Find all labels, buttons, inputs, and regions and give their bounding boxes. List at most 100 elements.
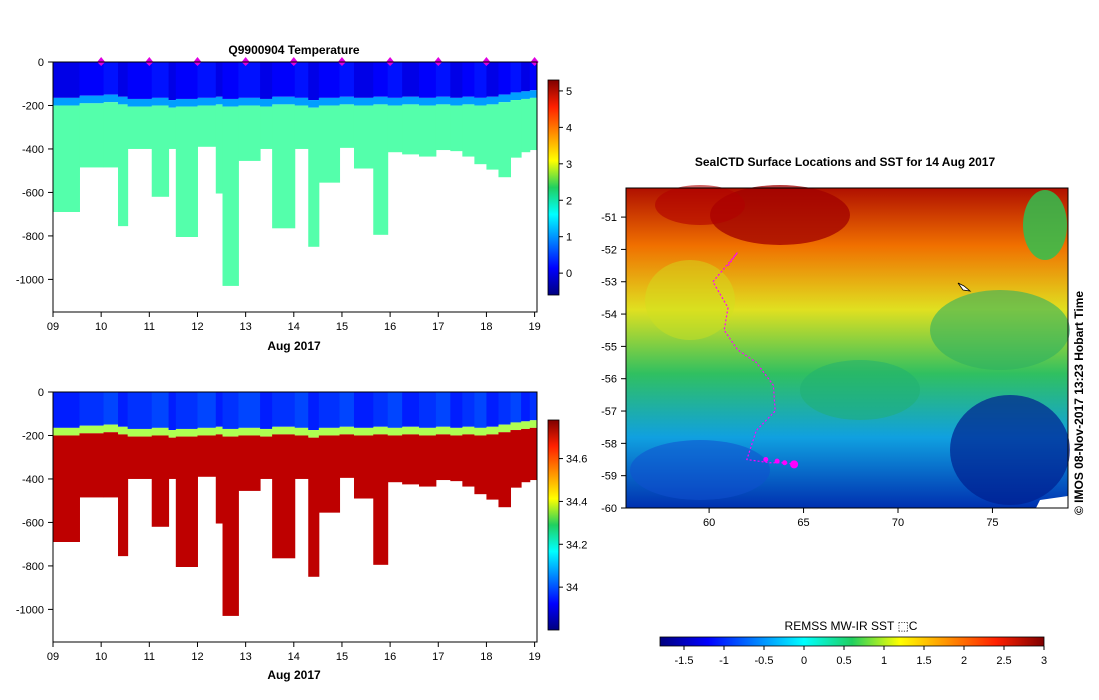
cell-mixed-layer: [103, 62, 119, 95]
cell-deep: [387, 435, 403, 483]
cell-thermocline: [238, 427, 261, 436]
colorbar-tick-label: 2.5: [996, 655, 1011, 667]
cell-deep: [103, 102, 119, 168]
colorbar: [547, 79, 560, 296]
cell-thermocline: [260, 98, 273, 107]
cell-mixed-layer: [197, 62, 217, 98]
cell-deep: [498, 432, 512, 508]
cell-mixed-layer: [151, 392, 170, 428]
cell-deep: [215, 434, 224, 524]
cell-mixed-layer: [197, 392, 217, 428]
x-axis-label: Aug 2017: [267, 339, 321, 353]
y-tick-label: -52: [601, 244, 617, 256]
cell-mixed-layer: [222, 392, 239, 429]
x-tick-label: 13: [240, 321, 252, 333]
cell-deep: [151, 105, 170, 197]
cell-deep: [238, 105, 261, 161]
cold-patch: [950, 395, 1070, 505]
cell-deep: [272, 434, 296, 559]
cell-mixed-layer: [294, 62, 309, 98]
cell-deep: [353, 435, 374, 499]
x-tick-label: 17: [432, 321, 444, 333]
cell-mixed-layer: [486, 392, 499, 427]
cell-mixed-layer: [127, 62, 153, 99]
cell-thermocline: [529, 90, 538, 98]
cell-mixed-layer: [318, 392, 341, 428]
axes: 09 10 11 12 13 14 15 16 17 18 19 0 -200 -400 -600 -800 -…: [16, 57, 541, 333]
cell-thermocline: [486, 426, 499, 435]
cell-deep: [222, 106, 239, 286]
cell-thermocline: [435, 96, 451, 105]
seal-track: [712, 252, 799, 469]
cell-mixed-layer: [272, 392, 296, 427]
x-tick-label: 14: [288, 651, 300, 663]
cell-mixed-layer: [151, 62, 170, 98]
cell-deep: [521, 428, 531, 483]
cell-deep: [486, 434, 499, 500]
sst-map-panel: SealCTD Surface Locations and SST for 14…: [601, 155, 1086, 667]
cell-thermocline: [215, 96, 224, 105]
cell-thermocline: [450, 427, 463, 436]
cell-deep: [474, 435, 487, 495]
x-tick-label: 18: [480, 651, 492, 663]
y-tick-label: -600: [22, 187, 44, 199]
cell-mixed-layer: [168, 392, 177, 431]
cell-mixed-layer: [79, 392, 105, 426]
cell-deep: [339, 104, 355, 148]
x-tick-label: 12: [191, 651, 203, 663]
seal-position: [790, 460, 799, 469]
cell-deep: [529, 97, 538, 151]
cell-deep: [168, 437, 177, 479]
cell-mixed-layer: [353, 392, 374, 428]
x-tick-label: 60: [703, 517, 715, 529]
cell-thermocline: [294, 427, 309, 436]
cell-thermocline: [308, 430, 320, 438]
cell-mixed-layer: [373, 62, 389, 97]
x-tick-label: 19: [528, 321, 540, 333]
colorbar-tick-label: 3: [566, 159, 572, 171]
cell-mixed-layer: [521, 62, 531, 92]
y-tick-label: -57: [601, 406, 617, 418]
x-tick-label: 11: [144, 321, 155, 333]
cell-thermocline: [197, 427, 217, 436]
cell-mixed-layer: [318, 62, 341, 98]
x-tick-label: 14: [288, 321, 300, 333]
warm-patch: [655, 185, 745, 225]
cell-deep: [53, 435, 80, 542]
colorbar-tick-label: 0: [566, 268, 572, 280]
cell-thermocline: [294, 97, 309, 106]
colorbar-ticks: 34 34.2 34.4 34.6: [559, 454, 587, 594]
colorbar-tick-label: 34.6: [566, 454, 587, 466]
cell-mixed-layer: [308, 392, 320, 431]
cell-deep: [79, 103, 105, 168]
cell-mixed-layer: [118, 62, 129, 97]
cell-mixed-layer: [474, 392, 487, 428]
cell-deep: [222, 436, 239, 616]
x-axis-label: Aug 2017: [267, 668, 321, 682]
x-tick-label: 10: [95, 321, 107, 333]
cell-thermocline: [353, 97, 374, 106]
cell-thermocline: [474, 97, 487, 106]
cell-mixed-layer: [238, 392, 261, 428]
colorbar: [547, 419, 560, 631]
cell-deep: [79, 433, 105, 498]
cell-mixed-layer: [339, 62, 355, 97]
warm-core: [710, 185, 850, 245]
y-tick-label: -53: [601, 277, 617, 289]
cell-deep: [510, 100, 522, 158]
cell-thermocline: [118, 426, 129, 435]
cell-deep: [318, 105, 341, 183]
x-tick-label: 09: [47, 321, 59, 333]
green-band: [930, 290, 1070, 370]
cell-mixed-layer: [294, 392, 309, 428]
y-tick-label: -55: [601, 341, 617, 353]
cell-mixed-layer: [450, 62, 463, 98]
cell-thermocline: [462, 96, 475, 105]
cell-mixed-layer: [510, 392, 522, 423]
y-tick-label: -58: [601, 438, 617, 450]
x-tick-label: 65: [797, 517, 809, 529]
y-tick-label: -54: [601, 309, 617, 321]
cell-thermocline: [435, 426, 451, 435]
cell-deep: [308, 437, 320, 577]
